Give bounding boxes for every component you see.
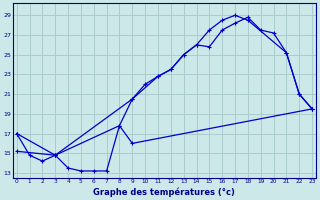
X-axis label: Graphe des températures (°c): Graphe des températures (°c) <box>93 187 235 197</box>
